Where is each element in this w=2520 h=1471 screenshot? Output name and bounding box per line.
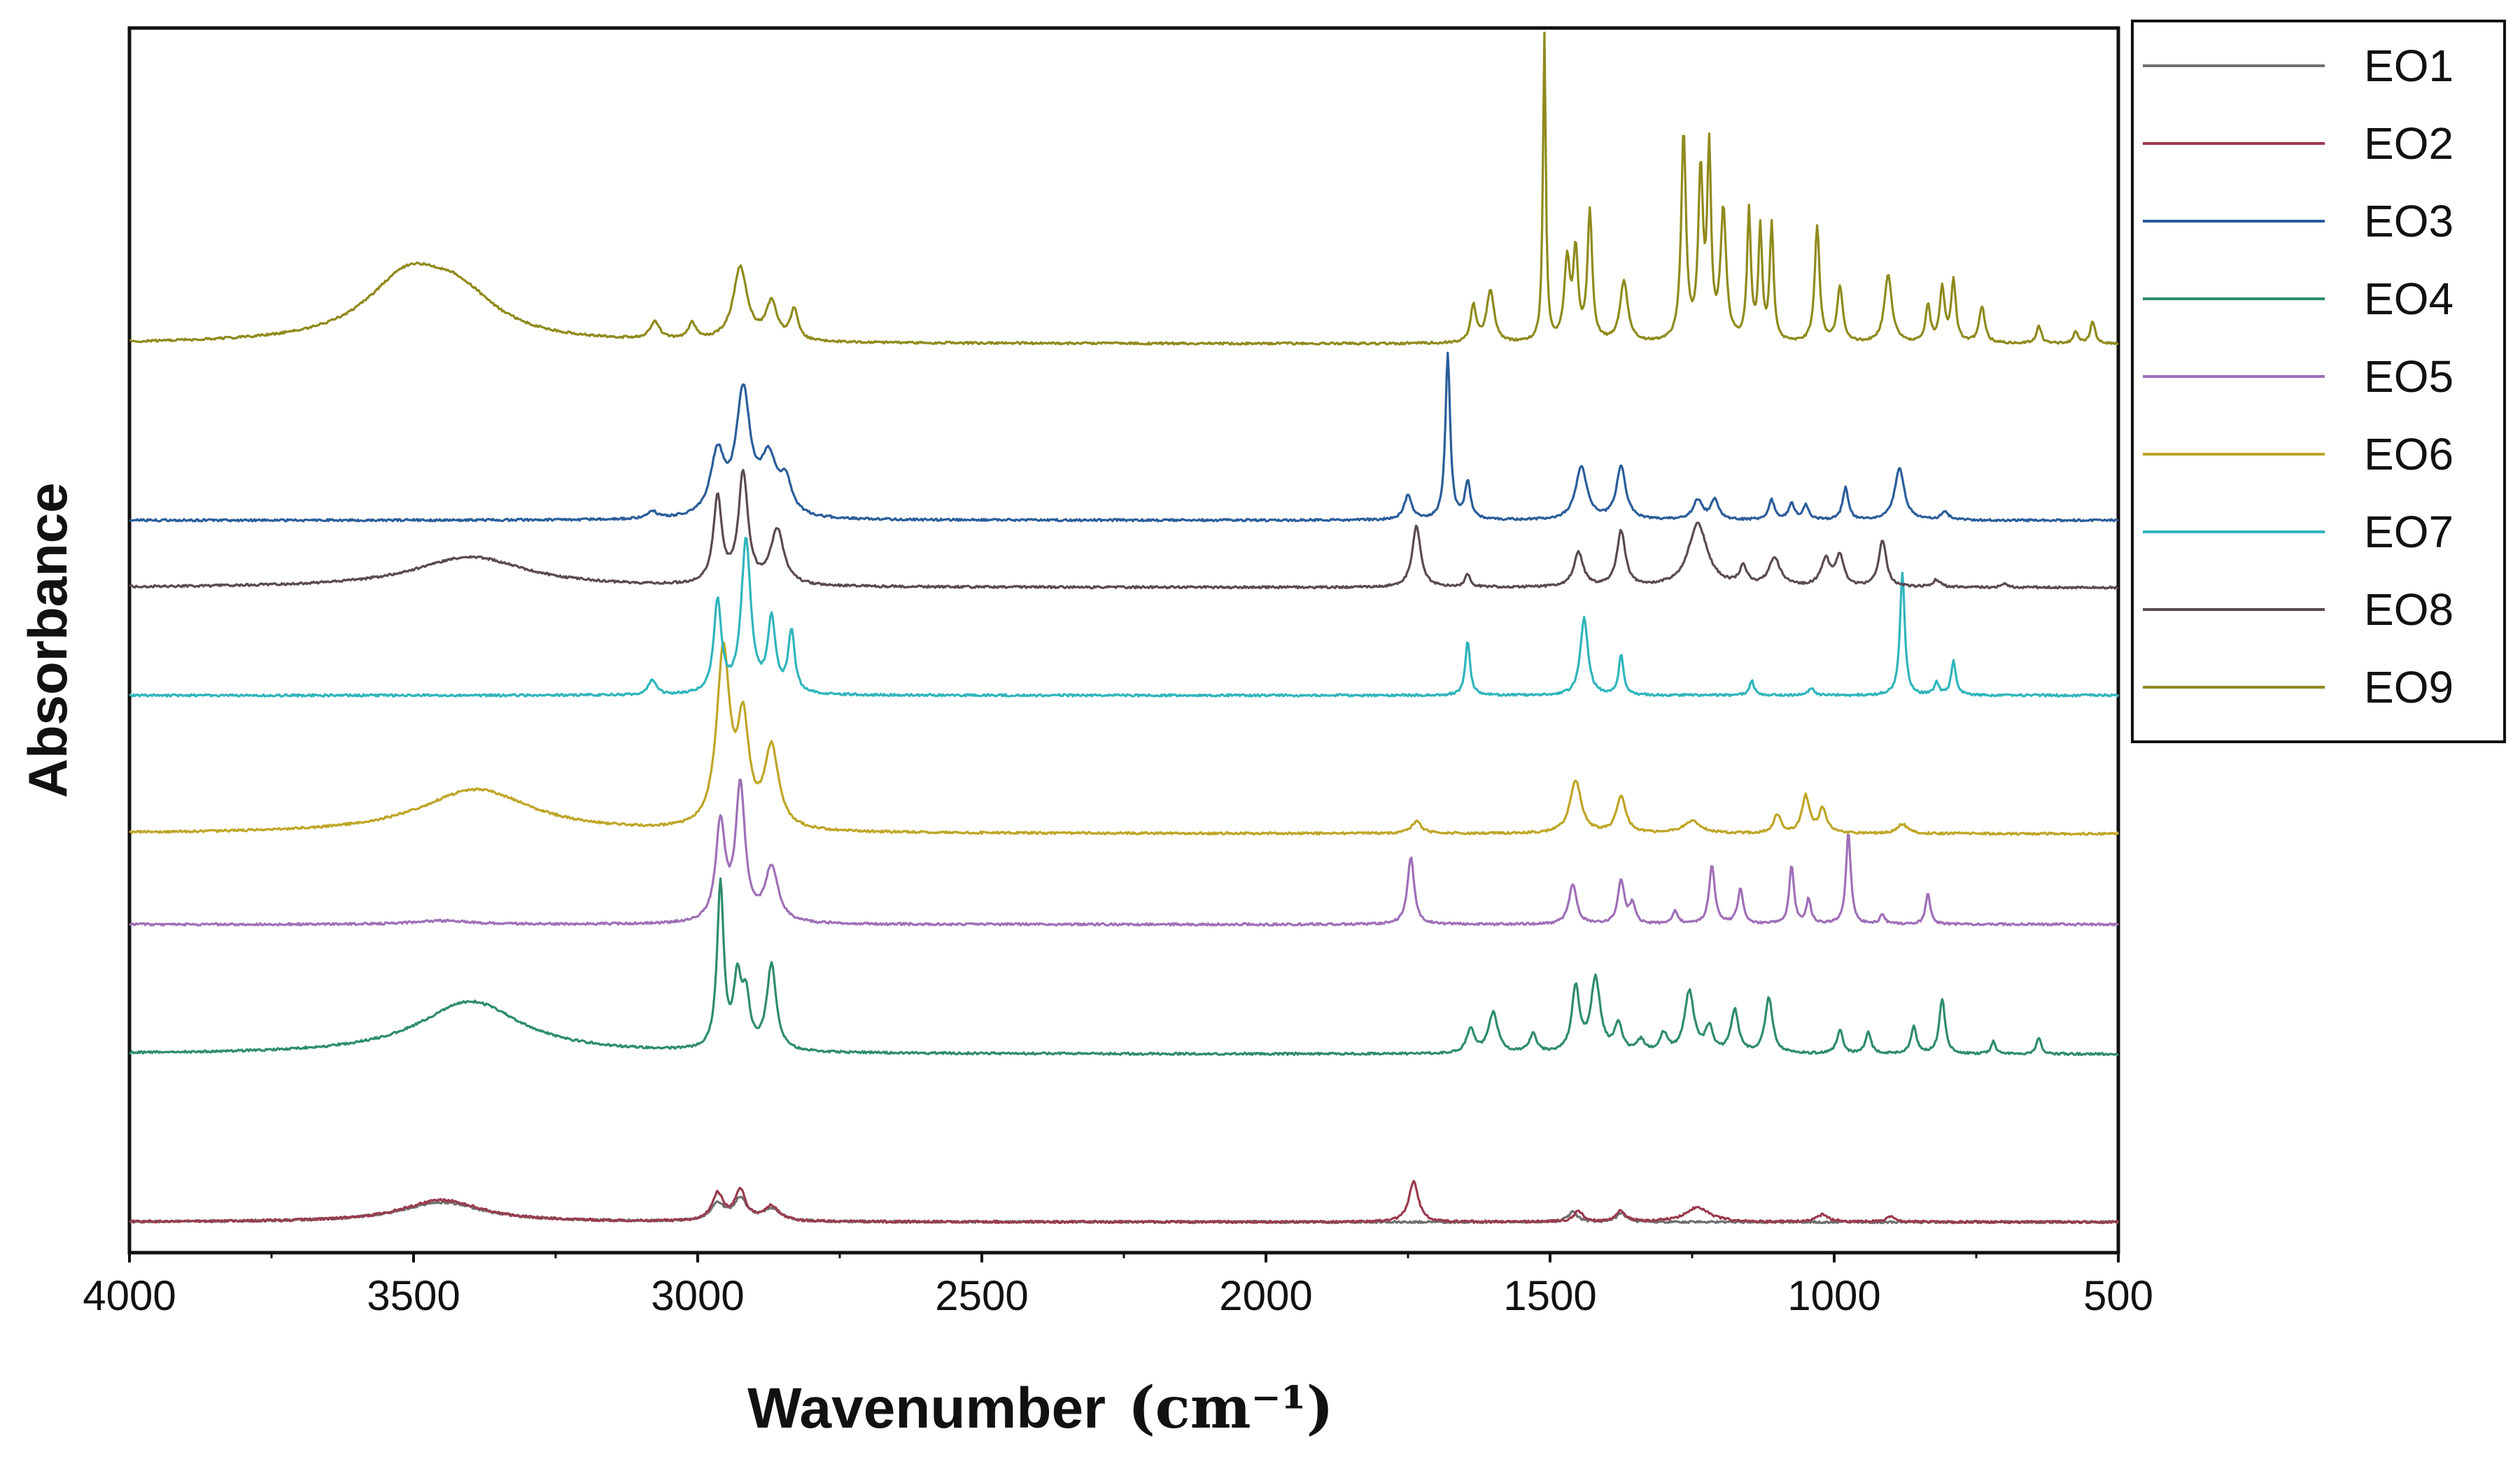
x-tick-label: 2500 <box>935 1272 1028 1319</box>
x-tick-label: 3500 <box>367 1272 460 1319</box>
x-tick-label: 1000 <box>1787 1272 1880 1319</box>
series-line-eo5 <box>128 778 2119 927</box>
y-axis-label: Absorbance <box>17 483 78 798</box>
legend-item-eo9: EO9 <box>2143 662 2454 712</box>
legend-label: EO2 <box>2364 118 2454 169</box>
legend-item-eo6: EO6 <box>2143 429 2454 479</box>
legend-label: EO3 <box>2364 196 2454 246</box>
series-line-eo7 <box>128 537 2120 698</box>
x-tick-label: 2000 <box>1219 1272 1312 1319</box>
x-tick-label: 500 <box>2083 1272 2153 1319</box>
plot-area: 4000 3500 3000 2500 2000 1500 1000 500 <box>83 26 2153 1319</box>
legend-item-eo1: EO1 <box>2143 41 2454 91</box>
legend-item-eo3: EO3 <box>2143 196 2454 246</box>
x-axis-ticks: 4000 3500 3000 2500 2000 1500 1000 500 <box>83 1253 2153 1319</box>
legend-label: EO7 <box>2364 507 2454 557</box>
x-tick-label: 4000 <box>83 1272 176 1319</box>
legend-item-eo7: EO7 <box>2143 507 2454 557</box>
x-axis-label-unit: (cm⁻¹) <box>1128 1374 1334 1442</box>
x-axis-label: Wavenumber (cm⁻¹) <box>747 1374 1333 1442</box>
legend-label: EO9 <box>2364 662 2454 712</box>
series-line-eo6 <box>129 641 2120 836</box>
x-axis-label-text: Wavenumber <box>747 1377 1106 1440</box>
plot-frame <box>127 26 2120 1255</box>
series-line-eo2 <box>129 1180 2120 1225</box>
legend-item-eo2: EO2 <box>2143 118 2454 169</box>
legend: EO1 EO2 EO3 EO4 EO5 EO6 EO7 EO8 EO9 <box>2131 20 2506 743</box>
series-line-eo9 <box>129 31 2119 346</box>
series-line-eo3 <box>129 351 2119 523</box>
x-tick-label: 1500 <box>1503 1272 1596 1319</box>
legend-item-eo4: EO4 <box>2143 274 2454 324</box>
legend-item-eo8: EO8 <box>2143 584 2454 635</box>
legend-items: EO1 EO2 EO3 EO4 EO5 EO6 EO7 EO8 EO9 <box>2143 41 2454 712</box>
legend-label: EO4 <box>2364 274 2454 324</box>
legend-item-eo5: EO5 <box>2143 351 2454 402</box>
legend-label: EO8 <box>2364 584 2454 635</box>
legend-label: EO6 <box>2364 429 2454 479</box>
legend-box <box>2131 20 2506 743</box>
x-tick-label: 3000 <box>651 1272 744 1319</box>
series-layer <box>128 31 2120 1225</box>
series-line-eo4 <box>128 877 2120 1057</box>
legend-label: EO1 <box>2364 41 2454 91</box>
legend-label: EO5 <box>2364 351 2454 402</box>
series-line-eo8 <box>128 468 2119 590</box>
